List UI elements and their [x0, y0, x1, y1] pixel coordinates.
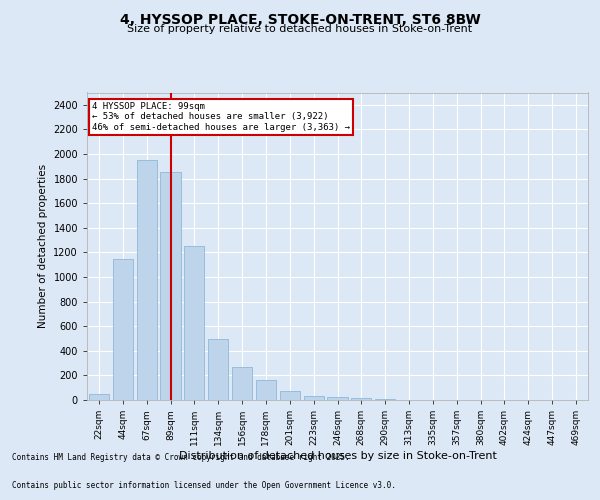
Text: Contains HM Land Registry data © Crown copyright and database right 2025.: Contains HM Land Registry data © Crown c…: [12, 454, 350, 462]
Bar: [137, 160, 157, 400]
Bar: [160, 172, 181, 400]
Bar: [232, 367, 252, 400]
Bar: [328, 397, 347, 400]
Text: 4 HYSSOP PLACE: 99sqm
← 53% of detached houses are smaller (3,922)
46% of semi-d: 4 HYSSOP PLACE: 99sqm ← 53% of detached …: [92, 102, 350, 132]
Bar: [351, 398, 371, 400]
Text: Contains public sector information licensed under the Open Government Licence v3: Contains public sector information licen…: [12, 481, 396, 490]
Bar: [256, 380, 276, 400]
X-axis label: Distribution of detached houses by size in Stoke-on-Trent: Distribution of detached houses by size …: [179, 451, 496, 461]
Y-axis label: Number of detached properties: Number of detached properties: [38, 164, 47, 328]
Bar: [184, 246, 205, 400]
Bar: [89, 394, 109, 400]
Bar: [113, 258, 133, 400]
Bar: [304, 396, 324, 400]
Bar: [208, 338, 229, 400]
Text: Size of property relative to detached houses in Stoke-on-Trent: Size of property relative to detached ho…: [127, 24, 473, 34]
Bar: [280, 392, 300, 400]
Text: 4, HYSSOP PLACE, STOKE-ON-TRENT, ST6 8BW: 4, HYSSOP PLACE, STOKE-ON-TRENT, ST6 8BW: [119, 12, 481, 26]
